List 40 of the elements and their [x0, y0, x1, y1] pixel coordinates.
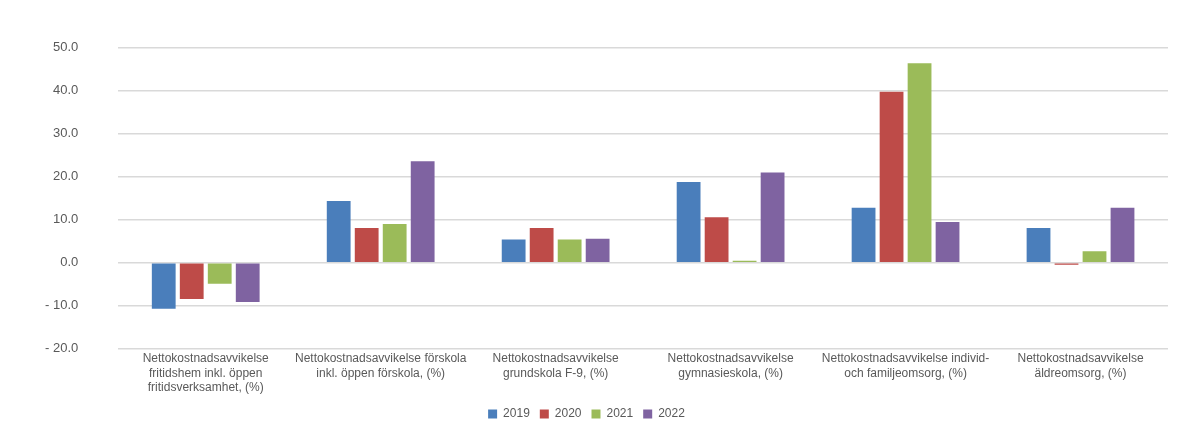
bar	[529, 227, 554, 263]
bar	[557, 239, 582, 263]
legend-label: 2022	[658, 406, 686, 421]
bar	[585, 238, 610, 263]
x-tick-label: Nettokostnadsavvikelse förskola inkl. öppen förskola, (%)	[294, 351, 467, 380]
x-tick-label: Nettokostnadsavvikelse individ- och familjeomsorg, (%)	[821, 351, 990, 380]
x-tick-label: Nettokostnadsavvikelse gymnasieskola, (%)	[667, 351, 794, 380]
bar	[1110, 207, 1135, 263]
bar	[207, 263, 232, 284]
legend-label: 2019	[503, 406, 531, 421]
bar	[1082, 251, 1107, 263]
y-tick-label: 20.0	[52, 168, 79, 184]
bar	[382, 224, 407, 263]
bar	[1026, 227, 1051, 263]
bar	[879, 91, 904, 263]
bar	[235, 263, 260, 302]
y-tick-label: 50.0	[52, 39, 79, 55]
legend-label: 2021	[606, 406, 634, 421]
y-tick-label: 10.0	[52, 211, 79, 227]
bar	[501, 239, 526, 263]
bar	[676, 181, 701, 263]
x-tick-label: Nettokostnadsavvikelse fritidshem inkl. öppen fritidsverksamhet, (%)	[142, 351, 270, 395]
y-tick-label: - 20.0	[44, 340, 79, 356]
bar	[704, 217, 729, 263]
bar	[354, 227, 379, 263]
bar	[179, 263, 204, 299]
legend-label: 2020	[554, 406, 582, 421]
bar	[907, 63, 932, 263]
x-tick-label: Nettokostnadsavvikelse äldreomsorg, (%)	[1017, 351, 1144, 380]
y-tick-label: - 10.0	[44, 297, 79, 313]
bar	[851, 207, 876, 263]
bar	[326, 200, 351, 263]
bar	[410, 161, 435, 263]
y-tick-label: 0.0	[60, 254, 79, 270]
bar	[760, 172, 785, 263]
y-tick-label: 40.0	[52, 82, 79, 98]
bar	[935, 221, 960, 263]
y-tick-label: 30.0	[52, 125, 79, 141]
x-tick-label: Nettokostnadsavvikelse grundskola F-9, (%)	[492, 351, 619, 380]
bar	[151, 263, 176, 309]
